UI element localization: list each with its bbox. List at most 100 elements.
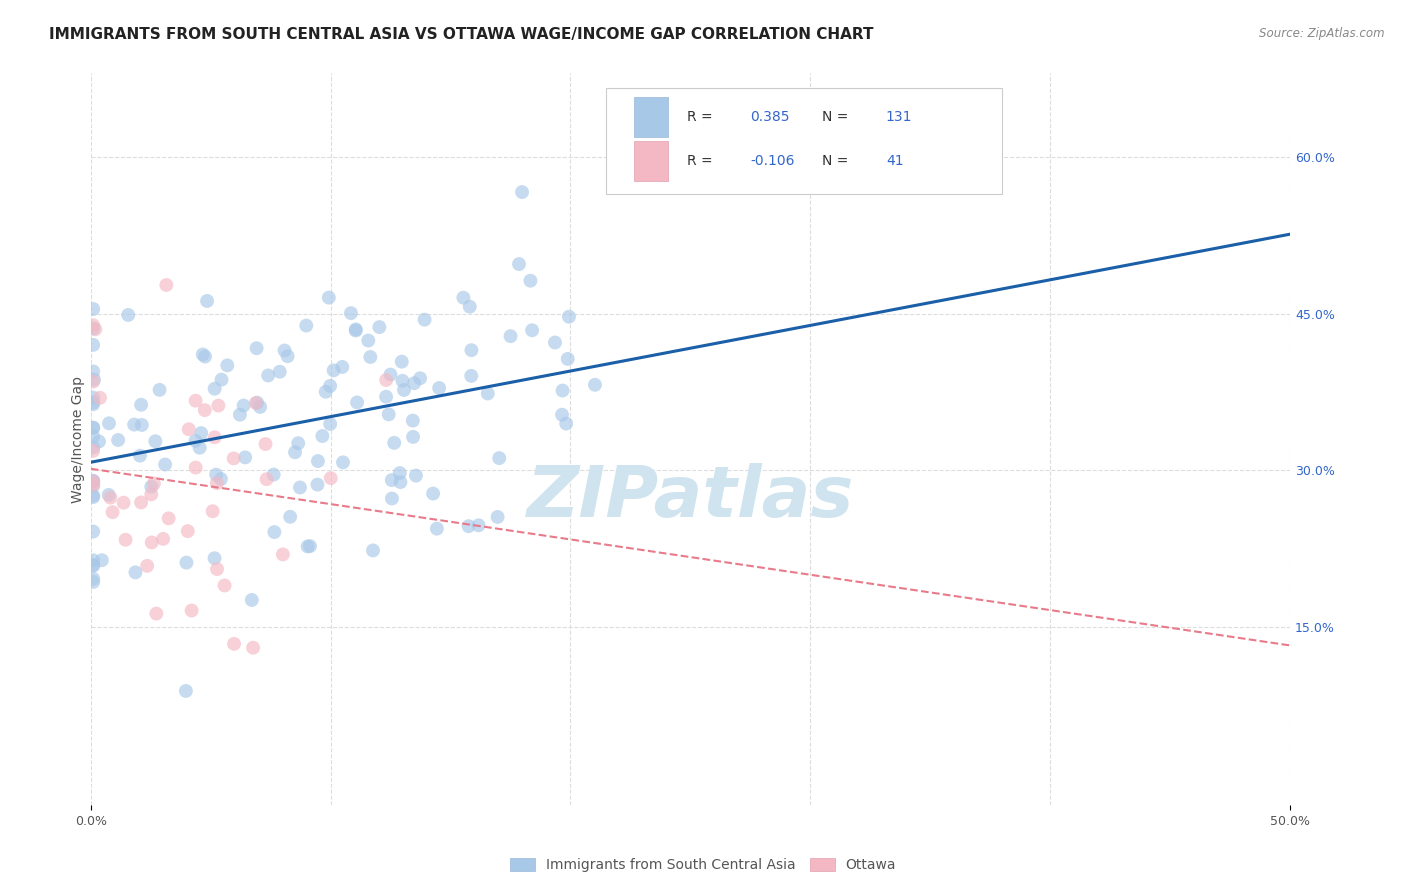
Text: ZIPatlas: ZIPatlas <box>527 463 853 533</box>
Text: Source: ZipAtlas.com: Source: ZipAtlas.com <box>1260 27 1385 40</box>
Point <box>82 558 104 572</box>
Point <box>84 322 107 336</box>
Point <box>82 338 104 352</box>
FancyBboxPatch shape <box>606 87 1002 194</box>
Point <box>180 603 202 617</box>
Point <box>520 323 543 337</box>
Point <box>222 637 245 651</box>
Point <box>307 454 329 468</box>
Point <box>191 347 214 361</box>
FancyBboxPatch shape <box>634 141 668 181</box>
Point <box>205 476 228 491</box>
Point <box>177 422 200 436</box>
Point <box>409 371 432 385</box>
Point <box>388 466 411 480</box>
Point <box>307 477 329 491</box>
Point <box>508 257 530 271</box>
Point <box>211 373 233 387</box>
Point <box>488 451 510 466</box>
Point <box>129 398 152 412</box>
Point <box>82 489 104 503</box>
Point <box>544 335 567 350</box>
Point <box>273 343 295 358</box>
Point <box>131 417 153 432</box>
Point <box>315 384 337 399</box>
Point <box>254 437 277 451</box>
Point <box>112 496 135 510</box>
Point <box>427 381 450 395</box>
Text: -0.106: -0.106 <box>751 153 794 168</box>
Point <box>422 486 444 500</box>
Point <box>555 417 578 431</box>
Point <box>204 382 226 396</box>
Point <box>558 310 581 324</box>
Point <box>510 185 533 199</box>
Point <box>82 301 104 316</box>
Point <box>152 532 174 546</box>
Text: R =: R = <box>686 110 717 124</box>
Y-axis label: Wage/Income Gap: Wage/Income Gap <box>72 376 86 502</box>
Point <box>190 426 212 441</box>
Point <box>188 441 211 455</box>
Point <box>82 321 104 335</box>
Point <box>177 524 200 538</box>
FancyBboxPatch shape <box>634 96 668 137</box>
Point <box>194 403 217 417</box>
Point <box>263 467 285 482</box>
Point <box>82 572 104 586</box>
Point <box>583 377 606 392</box>
Point <box>426 522 449 536</box>
Point <box>319 379 342 393</box>
Legend: Immigrants from South Central Asia, Ottawa: Immigrants from South Central Asia, Otta… <box>505 853 901 878</box>
Point <box>184 393 207 408</box>
Point <box>284 445 307 459</box>
Point <box>402 430 425 444</box>
Point <box>205 467 228 482</box>
Point <box>136 558 159 573</box>
Point <box>142 476 165 491</box>
Point <box>195 293 218 308</box>
Point <box>453 291 475 305</box>
Point <box>381 491 404 506</box>
Point <box>242 640 264 655</box>
Point <box>82 375 104 389</box>
Point <box>357 334 380 348</box>
Point <box>82 475 104 489</box>
Point <box>222 451 245 466</box>
Text: 131: 131 <box>886 110 912 124</box>
Point <box>389 475 412 489</box>
Point <box>499 329 522 343</box>
Point <box>359 350 381 364</box>
Point <box>269 365 291 379</box>
Point <box>330 359 353 374</box>
Point <box>249 400 271 414</box>
Point <box>295 318 318 333</box>
Point <box>184 434 207 448</box>
Point <box>232 399 254 413</box>
Point <box>82 524 104 539</box>
Point <box>82 364 104 378</box>
Point <box>381 473 404 487</box>
Point <box>114 533 136 547</box>
Point <box>82 553 104 567</box>
Point <box>98 417 121 431</box>
Point <box>229 408 252 422</box>
Point <box>201 504 224 518</box>
Point <box>311 429 333 443</box>
Point <box>257 368 280 383</box>
Point <box>87 434 110 449</box>
Point <box>319 417 342 431</box>
Point <box>122 417 145 432</box>
Point <box>82 441 104 455</box>
Point <box>233 450 256 465</box>
Point <box>392 383 415 397</box>
Point <box>402 414 425 428</box>
Point <box>82 395 104 409</box>
Point <box>209 472 232 486</box>
Point <box>176 556 198 570</box>
Point <box>82 558 104 573</box>
Point <box>214 578 236 592</box>
Point <box>318 291 340 305</box>
Point <box>460 343 482 358</box>
Point <box>287 436 309 450</box>
